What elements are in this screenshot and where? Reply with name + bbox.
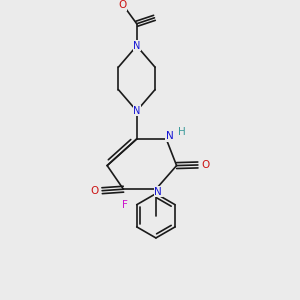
Text: H: H [178, 128, 185, 137]
Text: N: N [133, 41, 140, 51]
Text: F: F [122, 200, 128, 210]
Text: N: N [154, 187, 162, 196]
Text: N: N [133, 106, 140, 116]
Text: O: O [201, 160, 209, 170]
Text: O: O [118, 0, 127, 10]
Text: N: N [166, 131, 174, 141]
Text: O: O [91, 186, 99, 196]
